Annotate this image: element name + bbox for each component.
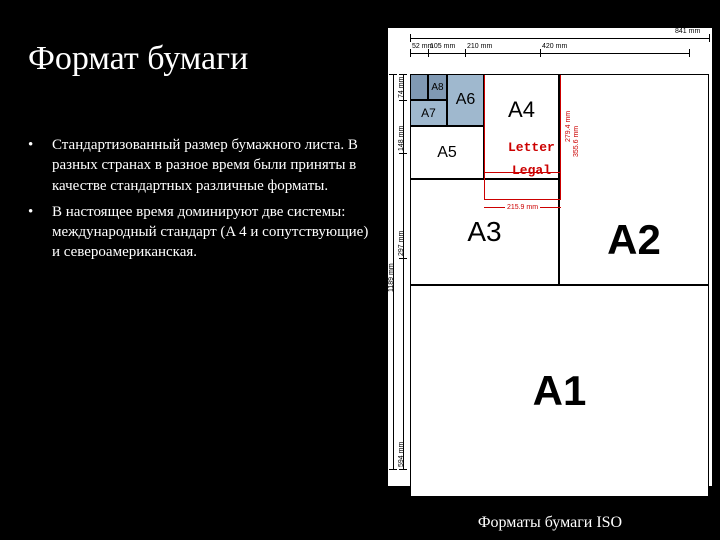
format-A5: A5 xyxy=(410,126,484,179)
format-A1: A1 xyxy=(410,285,709,497)
bullet-2: В настоящее время доминируют две системы… xyxy=(22,202,372,263)
legal-label: Legal xyxy=(512,163,551,178)
format-A8: A8 xyxy=(428,74,447,100)
format-A6: A6 xyxy=(447,74,484,126)
format-A2: A2 xyxy=(559,74,709,285)
format-A3: A3 xyxy=(410,179,559,285)
paper-formats-diagram: 841 mm 52 mm 105 mm 210 mm 420 mm 1189 m… xyxy=(388,28,712,510)
format-A7: A7 xyxy=(410,100,447,126)
body-text: Стандартизованный размер бумажного листа… xyxy=(22,135,372,269)
diagram-caption: Форматы бумаги ISO xyxy=(388,514,712,532)
page-title: Формат бумаги xyxy=(28,40,248,78)
bullet-1: Стандартизованный размер бумажного листа… xyxy=(22,135,372,196)
slide: Формат бумаги Стандартизованный размер б… xyxy=(0,0,720,540)
format-blank xyxy=(410,74,428,100)
letter-label: Letter xyxy=(508,140,555,155)
